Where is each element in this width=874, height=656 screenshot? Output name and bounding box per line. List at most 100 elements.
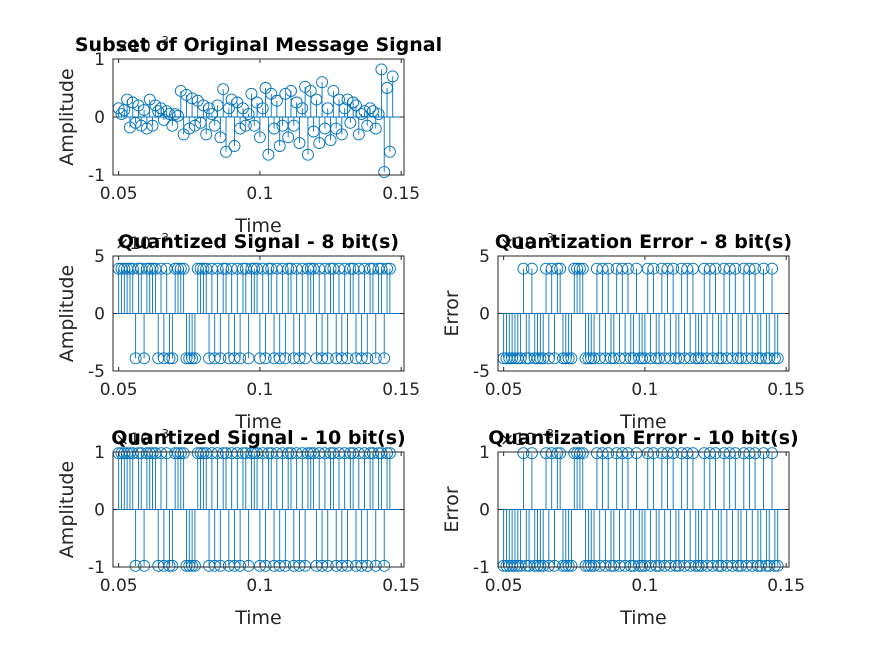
stem-marker: [282, 131, 295, 144]
stem-marker: [200, 128, 213, 141]
y-tick-label: 1: [94, 443, 105, 463]
stem-marker: [771, 352, 784, 365]
stem-marker: [217, 447, 230, 460]
x-tick-label: 0.15: [382, 184, 420, 204]
stem-marker: [352, 128, 365, 141]
stem-marker: [622, 447, 634, 460]
stem-marker: [186, 559, 199, 572]
axis-exponent-multiplier: ×10: [115, 430, 151, 450]
stem-marker: [242, 108, 255, 121]
stem-marker: [378, 352, 391, 365]
chart-title: Quantized Signal - 8 bit(s): [118, 231, 399, 253]
stem-series: [112, 63, 399, 179]
x-axis-label: Time: [619, 411, 667, 433]
stem-marker: [647, 447, 660, 460]
stem-marker: [361, 352, 374, 365]
stem-marker: [766, 447, 778, 460]
x-axis-label: Time: [619, 607, 667, 629]
stem-marker: [573, 447, 586, 460]
stem-marker: [602, 447, 615, 460]
axis-exponent: -3: [542, 231, 554, 245]
stem-marker: [378, 559, 391, 572]
stem-marker: [369, 122, 382, 135]
stem-marker: [234, 122, 247, 135]
stem-marker: [381, 447, 393, 460]
stem-marker: [217, 262, 230, 275]
stem-marker: [636, 352, 649, 365]
stem-marker: [565, 352, 578, 365]
stem-marker: [324, 447, 337, 460]
stem-marker: [517, 447, 530, 460]
stem-marker: [749, 447, 762, 460]
stem-marker: [534, 352, 547, 365]
stem-marker: [217, 83, 230, 96]
y-tick-label: 0: [479, 501, 490, 521]
stem-marker: [186, 352, 199, 365]
stem-marker: [709, 447, 722, 460]
stem-marker: [188, 559, 201, 572]
x-tick-label: 0.05: [100, 184, 138, 204]
x-tick-label: 0.15: [767, 576, 805, 596]
stem-marker: [344, 116, 357, 129]
stem-marker: [222, 102, 235, 115]
stem-marker: [166, 119, 179, 132]
stem-marker: [166, 352, 179, 365]
stem-series: [112, 447, 396, 572]
stem-marker: [166, 559, 179, 572]
stem-marker: [214, 352, 227, 365]
stem-marker: [605, 559, 617, 572]
stem-marker: [732, 352, 745, 365]
axis-exponent-multiplier: ×10: [500, 430, 536, 450]
stem-marker: [562, 352, 575, 365]
stem-marker: [282, 447, 295, 460]
stem-marker: [146, 447, 159, 460]
stem-marker: [341, 559, 354, 572]
x-tick-label: 0.1: [631, 380, 658, 400]
stem-marker: [585, 559, 598, 572]
stem-marker: [327, 84, 340, 97]
stem-marker: [692, 559, 705, 572]
stem-marker: [386, 70, 399, 83]
stem-marker: [551, 262, 564, 275]
stem-marker: [259, 352, 272, 365]
stem-marker: [239, 119, 252, 132]
x-tick-label: 0.1: [246, 576, 273, 596]
stem-marker: [285, 84, 297, 97]
y-tick-label: -5: [88, 362, 105, 382]
stem-marker: [712, 559, 725, 572]
stem-marker: [160, 105, 173, 118]
stem-marker: [129, 559, 142, 572]
stem-marker: [525, 447, 538, 460]
stem-marker: [378, 166, 391, 179]
stem-marker: [316, 76, 329, 89]
stem-marker: [622, 262, 634, 275]
stem-marker: [146, 119, 159, 132]
y-axis-label: Amplitude: [56, 461, 78, 558]
stem-marker: [313, 137, 326, 150]
stem-marker: [126, 96, 139, 109]
x-tick-label: 0.15: [767, 380, 805, 400]
stem-marker: [197, 447, 210, 460]
stem-marker: [732, 559, 745, 572]
stem-marker: [228, 140, 241, 152]
stem-marker: [188, 352, 201, 365]
stem-marker: [361, 119, 374, 132]
stem-marker: [279, 559, 292, 572]
stem-marker: [293, 137, 306, 150]
stem-series: [497, 262, 784, 365]
stem-marker: [647, 262, 660, 275]
x-tick-label: 0.05: [485, 576, 523, 596]
y-tick-label: 1: [94, 50, 105, 70]
y-tick-label: -5: [473, 362, 490, 382]
stem-marker: [256, 102, 269, 115]
stem-marker: [174, 262, 187, 275]
y-tick-label: 1: [479, 443, 490, 463]
stem-marker: [262, 148, 275, 161]
axis-exponent: -3: [157, 231, 169, 245]
y-tick-label: -1: [473, 558, 490, 578]
stem-marker: [186, 92, 199, 105]
stem-marker: [138, 352, 151, 365]
